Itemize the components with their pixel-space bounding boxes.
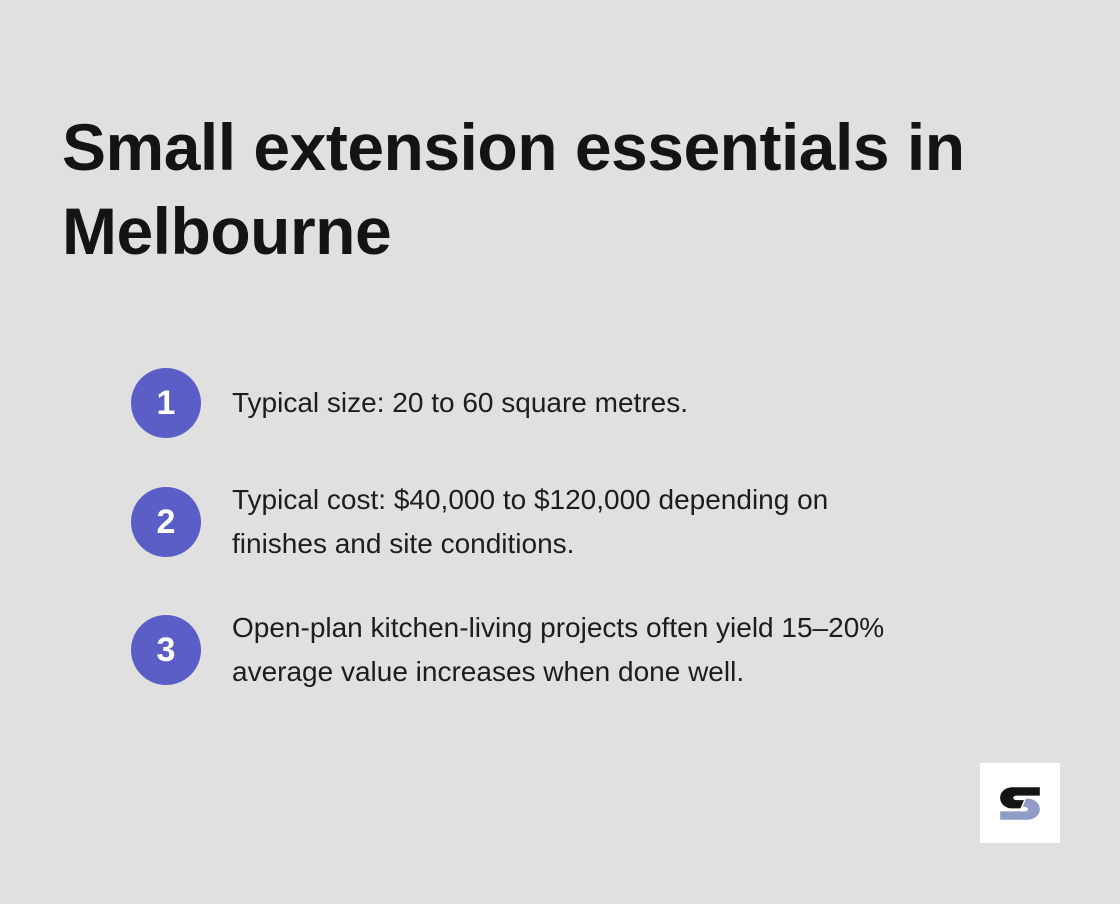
brand-logo xyxy=(980,763,1060,843)
list-item: 1 Typical size: 20 to 60 square metres. xyxy=(131,368,904,438)
item-number: 2 xyxy=(156,502,176,541)
list-item: 2 Typical cost: $40,000 to $120,000 depe… xyxy=(131,478,904,566)
s-monogram-icon xyxy=(1000,786,1040,820)
item-number: 3 xyxy=(156,630,176,669)
page-title: Small extension essentials in Melbourne xyxy=(62,110,965,268)
list-item: 3 Open-plan kitchen-living projects ofte… xyxy=(131,606,904,694)
essentials-list: 1 Typical size: 20 to 60 square metres. … xyxy=(131,368,904,694)
item-number-badge: 1 xyxy=(131,368,201,438)
item-text: Open-plan kitchen-living projects often … xyxy=(232,612,885,687)
item-number: 1 xyxy=(156,383,176,422)
item-number-badge: 2 xyxy=(131,487,201,557)
item-text: Typical cost: $40,000 to $120,000 depend… xyxy=(232,484,829,559)
item-text: Typical size: 20 to 60 square metres. xyxy=(232,387,688,418)
item-number-badge: 3 xyxy=(131,615,201,685)
